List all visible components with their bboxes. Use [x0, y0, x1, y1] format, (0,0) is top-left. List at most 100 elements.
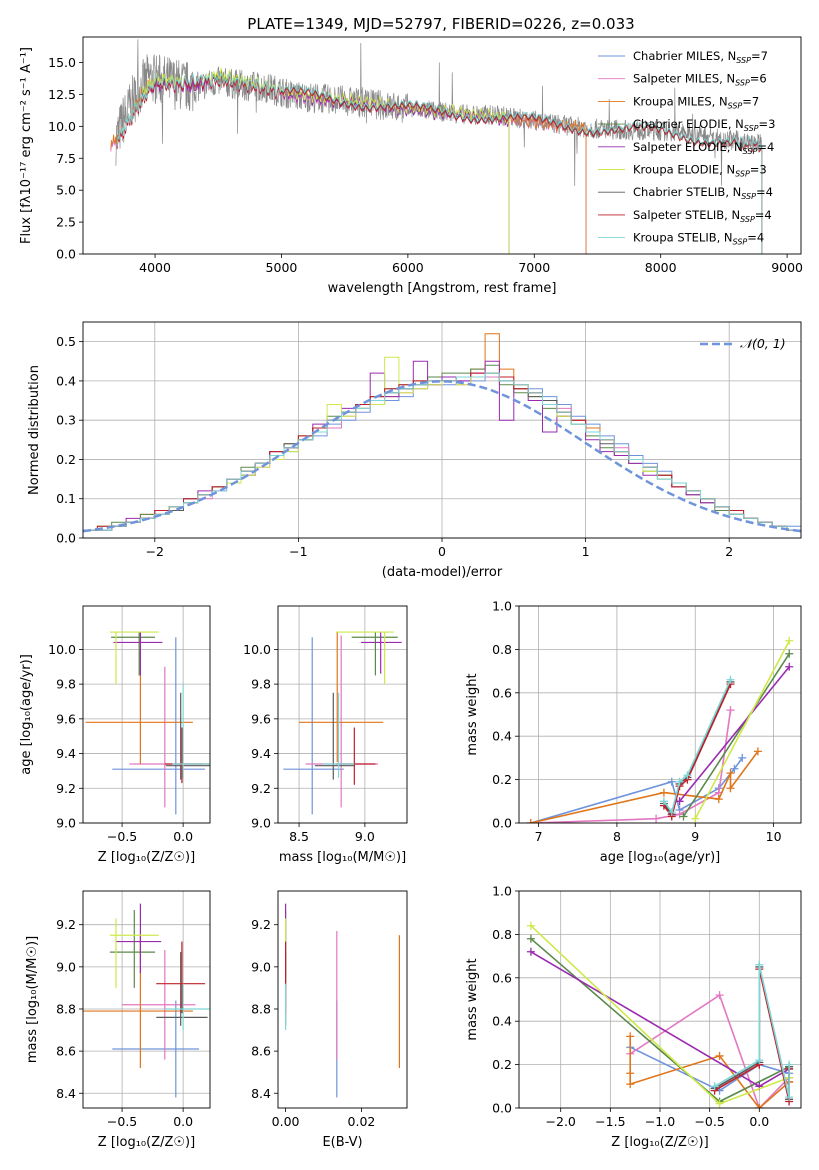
legend-suffix: =4: [747, 231, 764, 245]
residuals-plot-area: [83, 333, 801, 533]
weight-marker-kroupa-miles: [755, 1104, 764, 1108]
legend-suffix: =4: [755, 208, 772, 222]
figure-title: PLATE=1349, MJD=52797, FIBERID=0226, z=0…: [247, 15, 634, 33]
mass_vs_EBV-xtick-label: 0.02: [348, 1114, 376, 1129]
residuals-xtick-label: 1: [582, 544, 590, 559]
residuals-xtick-label: −1: [289, 544, 307, 559]
weight_vs_age-ytick-label: 0.6: [492, 685, 512, 700]
weight-marker-kroupa-elodie: [785, 636, 794, 645]
age_vs_Z-ytick-label: 9.6: [56, 711, 76, 726]
weight-line-kroupa-stelib: [714, 964, 790, 1098]
spectrum-xtick-label: 4000: [139, 260, 171, 275]
weight-marker-kroupa-miles: [626, 1080, 635, 1089]
spectrum-ylabel: Flux [fλ10⁻¹⁷ erg cm⁻² s⁻¹ A⁻¹]: [19, 47, 34, 244]
weight_vs_Z-xtick-label: 0.0: [749, 1114, 769, 1129]
weight_vs_Z-ytick-label: 0.6: [492, 970, 512, 985]
legend-subscript: SSP: [743, 147, 758, 156]
age_vs_mass-xlabel: mass [log₁₀(M/M☉)]: [279, 850, 406, 865]
spectrum-ytick-label: 5.0: [56, 183, 76, 198]
spectrum-xtick-label: 7000: [518, 260, 550, 275]
weight_vs_age-panel: 7 8 9 10 0.0 0.2 0.4 0.6 0.8 1.0 age [log₁₀(age/yr…: [465, 599, 802, 865]
normal-curve: [83, 380, 801, 533]
spectrum-xtick-label: 6000: [392, 260, 424, 275]
age_vs_mass-ytick-label: 9.2: [251, 781, 271, 796]
weight-marker-salpeter-elodie: [785, 662, 794, 671]
legend-entry: Salpeter STELIB, NSSP=4: [633, 208, 772, 224]
age_vs_Z-ytick-label: 9.8: [56, 677, 76, 692]
mass_vs_Z-ylabel: mass [log₁₀(M/M☉)]: [25, 936, 40, 1063]
residuals-ytick-label: 0.3: [56, 413, 76, 428]
weight_vs_age-frame: [518, 605, 802, 824]
model-line-chabrier-miles: [110, 72, 587, 254]
model-line-kroupa-miles: [110, 71, 587, 254]
weight-marker-kroupa-stelib: [710, 1082, 719, 1091]
age_vs_mass-ytick-label: 9.6: [251, 711, 271, 726]
residuals-xtick-label: 2: [725, 544, 733, 559]
weight-line-kroupa-miles: [530, 750, 759, 823]
weight_vs_age-ylabel: mass weight: [465, 673, 480, 755]
weight-line-chabrier-miles: [530, 757, 743, 823]
weight-marker-salpeter-elodie: [675, 797, 684, 806]
weight_vs_Z-ytick-label: 0.2: [492, 1057, 512, 1072]
legend-label: Salpeter STELIB, N: [633, 208, 740, 222]
mass_vs_EBV-xlabel: E(B-V): [322, 1135, 362, 1150]
mass_vs_Z-xlabel: Z [log₁₀(Z/Z☉)]: [98, 1135, 195, 1150]
spectrum-ytick-label: 0.0: [56, 247, 76, 262]
weight_vs_Z-xtick-label: −1.5: [595, 1114, 625, 1129]
weight_vs_age-ytick-label: 0.4: [492, 729, 512, 744]
weight-marker-kroupa-miles: [753, 747, 762, 756]
legend-subscript: SSP: [744, 124, 759, 133]
age_vs_Z-xlabel: Z [log₁₀(Z/Z☉)]: [98, 850, 195, 865]
weight_vs_age-xtick-label: 7: [535, 829, 543, 844]
spectrum-ytick-label: 10.0: [48, 119, 76, 134]
weight-marker-salpeter-miles: [715, 991, 724, 1000]
weight-marker-kroupa-elodie: [691, 814, 700, 823]
mass_vs_EBV-plot-area: [284, 903, 401, 1098]
age_vs_Z-ytick-label: 9.0: [56, 816, 76, 831]
age_vs_Z-xtick-label: 0.0: [173, 829, 193, 844]
weight-marker-kroupa-stelib: [755, 1056, 764, 1065]
spectrum-xlabel: wavelength [Angstrom, rest frame]: [328, 281, 557, 296]
weight-line-salpeter-miles: [530, 710, 732, 823]
weight-marker-kroupa-stelib: [755, 960, 764, 969]
weight-line-kroupa-elodie: [694, 640, 791, 820]
legend-subscript: SSP: [741, 192, 756, 201]
spectrum-plot-area: [110, 39, 763, 254]
mass_vs_Z-frame: [82, 890, 211, 1109]
panels: 4000 5000 6000 7000 8000 90000.02.55.07.510.0…: [19, 36, 803, 1150]
weight-marker-kroupa-miles: [526, 819, 535, 823]
mass_vs_Z-panel: −0.5 0.0 8.4 8.6 8.8 9.0 9.2 Z [log₁₀(Z/Z☉)] mas…: [25, 890, 211, 1150]
weight-marker-kroupa-stelib: [667, 808, 676, 817]
spectrum-ytick-label: 2.5: [56, 215, 76, 230]
weight_vs_age-plot-area: [526, 636, 794, 823]
weight-marker-chabrier-miles: [667, 777, 676, 786]
legend-entry: Kroupa ELODIE, NSSP=3: [633, 163, 767, 179]
spectrum-ytick-label: 7.5: [56, 151, 76, 166]
legend-suffix: =7: [742, 94, 759, 108]
mass_vs_EBV-frame: [277, 890, 408, 1109]
age_vs_mass-xtick-label: 9.0: [355, 829, 375, 844]
mass_vs_Z-ytick-label: 8.4: [56, 1086, 76, 1101]
mass_vs_Z-ytick-label: 9.0: [56, 959, 76, 974]
mass_vs_Z-plot-area: [83, 903, 210, 1098]
legend-subscript: SSP: [736, 56, 751, 65]
model-line-kroupa-stelib: [116, 72, 763, 254]
mass_vs_EBV-ytick-label: 8.8: [251, 1001, 271, 1016]
weight-marker-kroupa-stelib: [726, 675, 735, 684]
age_vs_mass-panel: 8.5 9.0 9.0 9.2 9.4 9.6 9.8 10.0 mass [log₁₀(M/M…: [243, 605, 408, 865]
mass_vs_Z-ytick-label: 9.2: [56, 917, 76, 932]
weight_vs_Z-panel: −2.0 −1.5 −1.0 −0.5 0.0 0.0 0.2 0.4 0.6 0.8 1.0 Z […: [465, 884, 802, 1150]
weight_vs_Z-ytick-label: 0.0: [492, 1101, 512, 1116]
weight-marker-kroupa-miles: [726, 784, 735, 793]
weight_vs_age-ytick-label: 0.2: [492, 772, 512, 787]
weight-marker-kroupa-miles: [626, 1069, 635, 1078]
weight-marker-salpeter-miles: [726, 706, 735, 715]
weight-marker-kroupa-miles: [626, 1032, 635, 1041]
mass_vs_Z-ytick-label: 8.8: [56, 1001, 76, 1016]
weight-marker-chabrier-elodie: [679, 812, 688, 821]
age_vs_mass-frame: [277, 605, 408, 824]
legend-suffix: =3: [759, 117, 776, 131]
legend-suffix: =6: [750, 72, 767, 86]
